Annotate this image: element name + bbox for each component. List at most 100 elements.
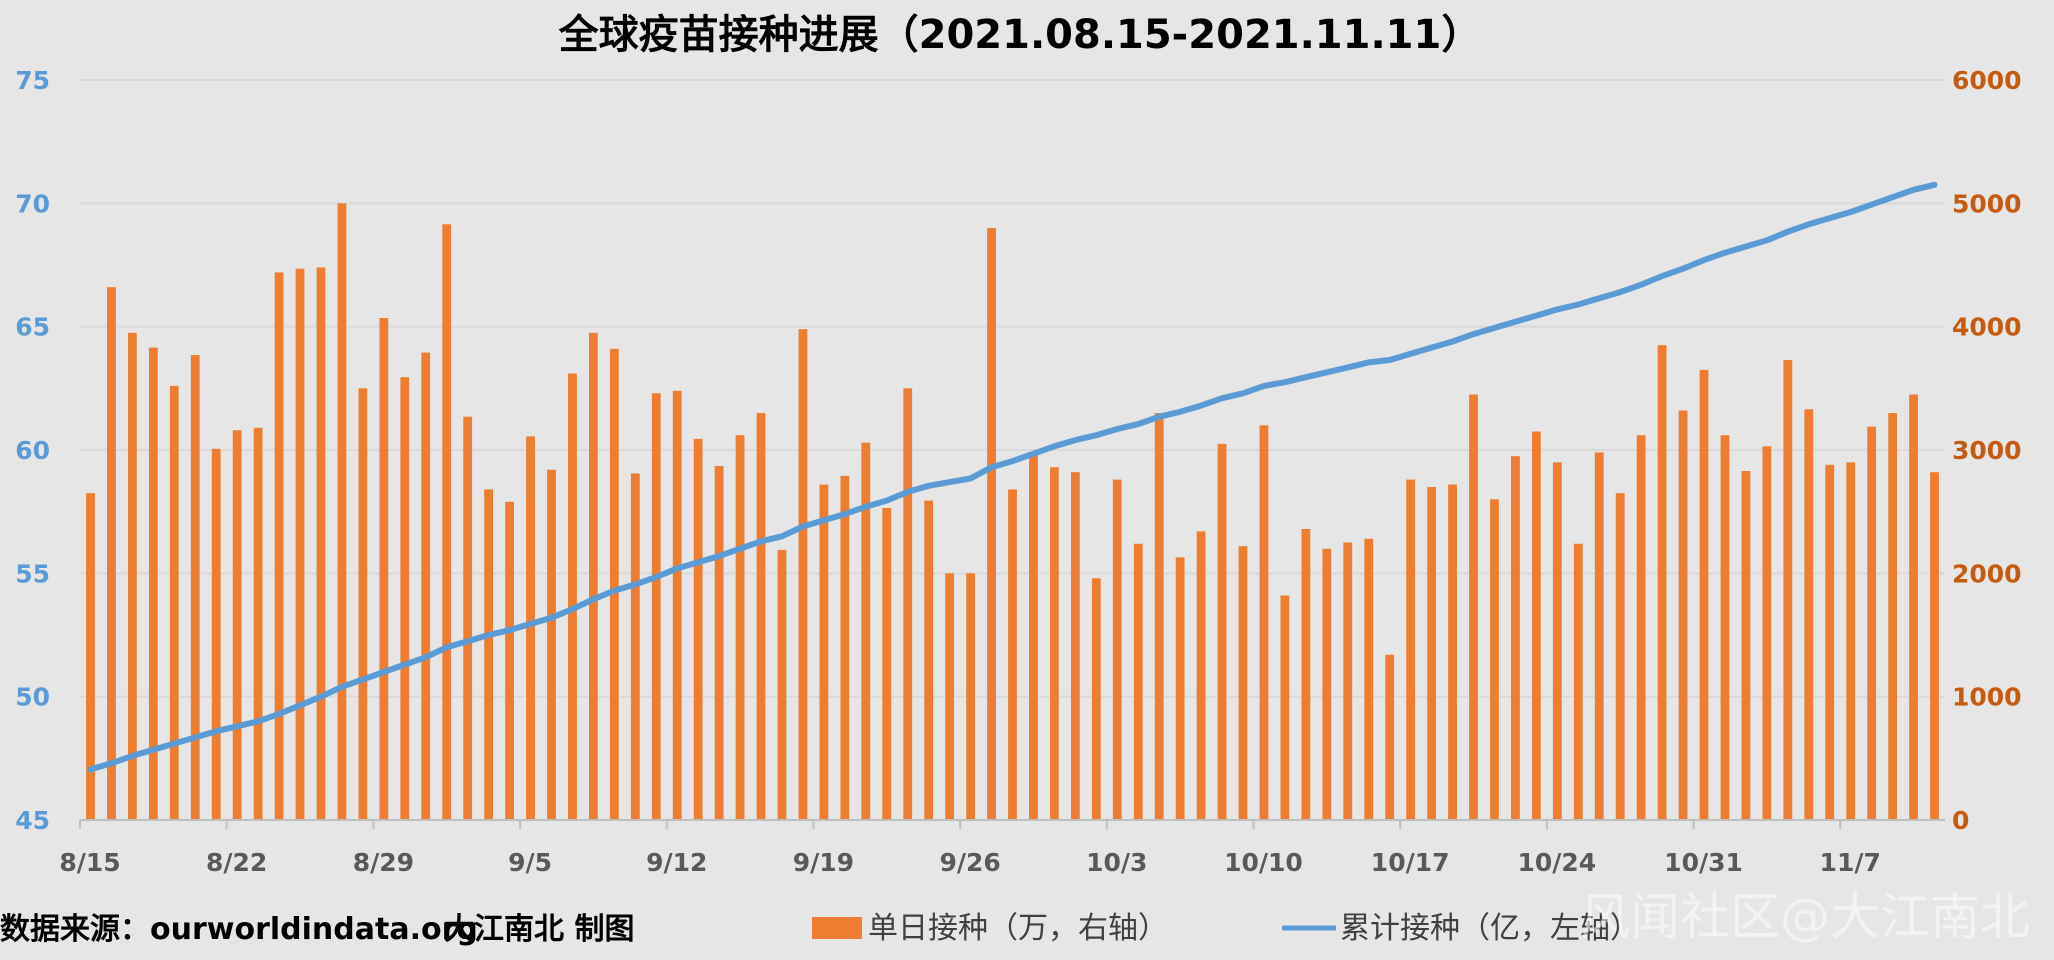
bar <box>1741 470 1751 820</box>
bar <box>421 352 431 820</box>
left-axis-tick-label: 60 <box>15 436 50 465</box>
bar <box>1678 410 1688 820</box>
x-axis-tick-label: 10/3 <box>1086 848 1147 877</box>
right-axis-tick-label: 1000 <box>1952 683 2022 712</box>
author-note: 大江南北 制图 <box>444 912 634 947</box>
x-axis-tick-label: 9/5 <box>508 848 552 877</box>
bar <box>505 501 514 820</box>
bar <box>1552 462 1562 820</box>
bar <box>547 469 556 820</box>
bar <box>1112 479 1122 820</box>
bar <box>1762 446 1772 820</box>
bar <box>1301 528 1311 820</box>
bar <box>253 427 263 820</box>
bar <box>777 549 787 820</box>
bar <box>1867 426 1877 820</box>
bar <box>630 473 640 820</box>
bar <box>1594 452 1604 820</box>
x-axis-tick-label: 10/31 <box>1664 848 1743 877</box>
bar <box>337 203 347 821</box>
bar <box>1636 435 1646 820</box>
right-axis-tick-label: 0 <box>1952 806 1969 835</box>
left-axis-tick-label: 50 <box>15 683 50 712</box>
x-axis-tick-label: 8/22 <box>206 848 267 877</box>
bar <box>1008 489 1017 820</box>
bar <box>966 573 975 820</box>
bar <box>819 484 829 820</box>
bar <box>1825 464 1835 820</box>
bar <box>1615 493 1625 820</box>
bar <box>1385 654 1395 820</box>
cumulative-line <box>87 181 1938 773</box>
x-axis-tick-label: 9/26 <box>939 848 1000 877</box>
bar <box>211 448 221 820</box>
bar <box>316 267 326 820</box>
right-axis-tick-label: 5000 <box>1952 189 2022 218</box>
watermark: 风闻社区@大江南北 <box>1580 888 2030 946</box>
bar <box>1196 531 1206 820</box>
x-axis-tick-label: 8/15 <box>59 848 120 877</box>
bar <box>1343 542 1353 820</box>
bar <box>1469 394 1478 820</box>
bar <box>588 332 598 820</box>
bar <box>1699 369 1709 820</box>
bar <box>1238 546 1248 820</box>
right-axis-tick-label: 6000 <box>1952 66 2022 95</box>
left-axis-tick-label: 65 <box>15 313 50 342</box>
axes: 45 50 55 60 65 70 75 0 1000 2000 3000 4000 5000 6000 8… <box>15 66 2021 877</box>
bar <box>1909 394 1918 820</box>
bar <box>1364 538 1374 820</box>
bar <box>463 416 473 820</box>
bar <box>107 287 116 820</box>
bar <box>1930 472 1939 820</box>
bar <box>861 442 871 820</box>
bar <box>672 390 682 820</box>
bar <box>484 489 494 820</box>
bar <box>1050 467 1059 820</box>
legend-line-label: 累计接种（亿，左轴） <box>1340 911 1640 946</box>
bar <box>1280 595 1290 820</box>
left-axis-tick-label: 55 <box>15 559 50 588</box>
bar <box>232 430 242 820</box>
bar <box>1427 487 1437 820</box>
bar-series-daily <box>86 203 1939 821</box>
x-axis-tick-label: 11/7 <box>1820 848 1881 877</box>
bar <box>295 268 305 820</box>
bar <box>609 348 619 820</box>
bar <box>1657 345 1667 820</box>
bar <box>526 436 535 820</box>
bar <box>169 385 179 820</box>
left-axis-tick-label: 45 <box>15 806 50 835</box>
bar <box>1573 543 1583 820</box>
bar <box>1531 431 1541 820</box>
gridlines <box>80 79 1945 698</box>
right-axis-tick-label: 4000 <box>1952 313 2022 342</box>
line-series-cumulative <box>87 181 1938 773</box>
x-axis-tick-label: 10/24 <box>1517 848 1596 877</box>
x-axis-tick-label: 8/29 <box>353 848 414 877</box>
bar <box>1175 557 1185 820</box>
x-axis-tick-label: 10/10 <box>1224 848 1303 877</box>
left-axis-tick-label: 70 <box>15 189 50 218</box>
bar <box>86 493 95 820</box>
bar <box>568 373 577 820</box>
bar <box>756 413 766 820</box>
x-axis-tick-label: 10/17 <box>1371 848 1450 877</box>
bar <box>882 507 892 820</box>
legend-bar-swatch <box>812 917 862 939</box>
bar <box>1888 413 1898 820</box>
bar <box>1783 359 1793 820</box>
bar <box>1448 484 1457 820</box>
bar <box>945 573 955 820</box>
bar <box>1846 462 1856 820</box>
bar <box>1720 435 1730 820</box>
bar <box>714 466 724 820</box>
bar <box>651 393 661 820</box>
bar <box>379 318 389 820</box>
bar <box>127 332 137 820</box>
bar <box>148 347 158 820</box>
bar <box>1490 499 1499 820</box>
bar <box>1322 548 1332 820</box>
right-axis-tick-label: 2000 <box>1952 559 2022 588</box>
